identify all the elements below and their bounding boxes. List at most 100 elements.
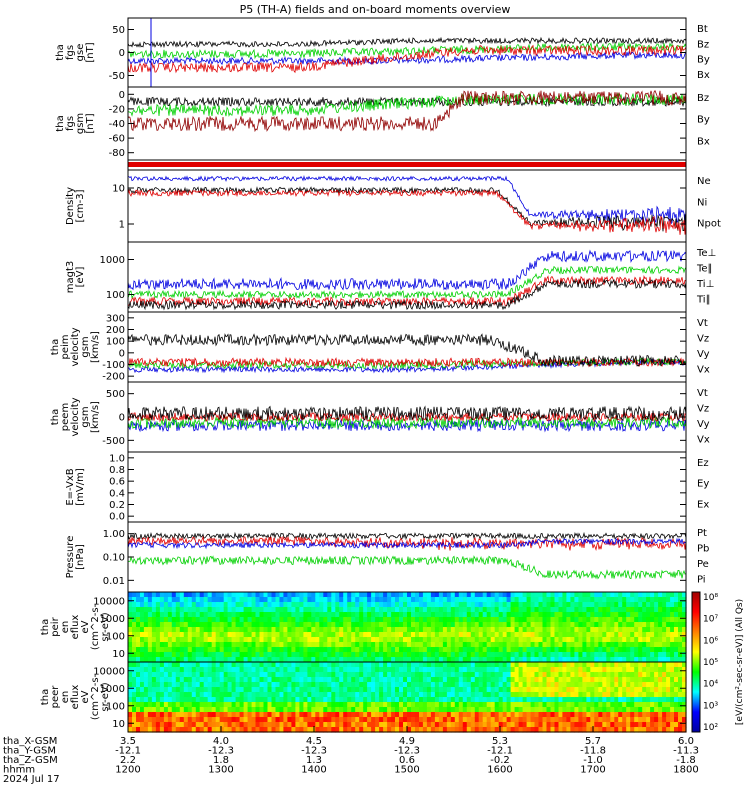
- spectrogram-cell: [642, 722, 647, 728]
- spectrogram-cell: [379, 592, 384, 598]
- spectrogram-cell: [283, 702, 288, 708]
- spectrogram-cell: [586, 642, 591, 648]
- spectrogram-cell: [187, 702, 193, 708]
- spectrogram-cell: [347, 707, 352, 713]
- spectrogram-cell: [207, 622, 213, 628]
- spectrogram-cell: [470, 677, 476, 683]
- spectrogram-cell: [438, 702, 444, 708]
- spectrogram-cell: [175, 642, 181, 648]
- legend-entry: Vz: [697, 404, 709, 415]
- spectrogram-cell: [259, 702, 265, 708]
- spectrogram-cell: [315, 727, 320, 733]
- spectrogram-cell: [422, 667, 428, 673]
- spectrogram-cell: [155, 702, 161, 708]
- spectrogram-cell: [574, 687, 579, 693]
- spectrogram-cell: [426, 612, 432, 618]
- spectrogram-cell: [526, 727, 532, 733]
- spectrogram-cell: [502, 722, 508, 728]
- legend-entry: Vt: [697, 388, 708, 399]
- spectrogram-cell: [522, 612, 528, 618]
- spectrogram-cell: [407, 612, 412, 618]
- spectrogram-cell: [514, 612, 520, 618]
- spectrogram-cell: [642, 692, 647, 698]
- spectrogram-cell: [586, 682, 591, 688]
- spectrogram-cell: [454, 682, 460, 688]
- spectrogram-cell: [147, 727, 153, 733]
- spectrogram-cell: [498, 717, 504, 723]
- spectrogram-cell: [199, 667, 205, 673]
- spectrogram-cell: [478, 592, 484, 598]
- spectrogram-cell: [279, 632, 285, 638]
- spectrogram-cell: [450, 667, 456, 673]
- spectrogram-cell: [175, 627, 181, 633]
- spectrogram-cell: [618, 687, 623, 693]
- spectrogram-cell: [136, 722, 141, 728]
- spectrogram-cell: [387, 617, 392, 623]
- spectrogram-cell: [446, 607, 452, 613]
- spectrogram-cell: [243, 707, 249, 713]
- spectrogram-cell: [219, 632, 225, 638]
- spectrogram-cell: [287, 622, 292, 628]
- spectrogram-cell: [598, 597, 603, 603]
- spectrogram-cell: [646, 602, 651, 608]
- spectrogram-cell: [167, 712, 173, 718]
- spectrogram-cell: [534, 637, 540, 643]
- spectrogram-cell: [474, 597, 480, 603]
- spectrogram-cell: [434, 707, 440, 713]
- spectrogram-cell: [574, 612, 579, 618]
- spectrogram-cell: [279, 602, 285, 608]
- spectrogram-cell: [291, 642, 296, 648]
- spectrogram-cell: [422, 712, 428, 718]
- spectrogram-cell: [339, 652, 344, 658]
- spectrogram-cell: [506, 682, 512, 688]
- spectrogram-cell: [614, 642, 619, 648]
- spectrogram-cell: [375, 702, 380, 708]
- spectrogram-cell: [283, 637, 288, 643]
- spectrogram-cell: [136, 652, 141, 658]
- spectrogram-cell: [602, 707, 607, 713]
- spectrogram-cell: [470, 702, 476, 708]
- spectrogram-cell: [654, 632, 659, 638]
- spectrogram-cell: [470, 592, 476, 598]
- spectrogram-cell: [319, 627, 324, 633]
- spectrogram-cell: [175, 662, 181, 668]
- spectrogram-cell: [155, 607, 161, 613]
- spectrogram-cell: [191, 597, 197, 603]
- ytick-label: -20: [109, 104, 125, 115]
- spectrogram-cell: [482, 592, 488, 598]
- spectrogram-cell: [594, 727, 599, 733]
- spectrogram-cell: [494, 607, 500, 613]
- spectrogram-cell: [351, 617, 356, 623]
- spectrogram-cell: [534, 727, 540, 733]
- spectrogram-cell: [399, 642, 404, 648]
- ylabel: tha: [50, 409, 61, 425]
- spectrogram-cell: [454, 707, 460, 713]
- spectrogram-cell: [602, 687, 607, 693]
- spectrogram-cell: [171, 687, 177, 693]
- spectrogram-cell: [662, 677, 667, 683]
- spectrogram-cell: [622, 627, 627, 633]
- spectrogram-cell: [339, 727, 344, 733]
- spectrogram-cell: [140, 707, 145, 713]
- spectrogram-cell: [263, 617, 269, 623]
- spectrogram-cell: [291, 647, 296, 653]
- spectrogram-cell: [594, 707, 599, 713]
- spectrogram-cell: [494, 722, 500, 728]
- spectrogram-cell: [614, 682, 619, 688]
- spectrogram-cell: [227, 632, 233, 638]
- spectrogram-cell: [486, 617, 492, 623]
- spectrogram-cell: [267, 687, 273, 693]
- spectrogram-cell: [426, 617, 432, 623]
- spectrogram-cell: [666, 727, 671, 733]
- spectrogram-cell: [359, 642, 364, 648]
- spectrogram-cell: [666, 627, 671, 633]
- spectrogram-cell: [128, 622, 133, 628]
- spectrogram-cell: [311, 662, 316, 668]
- spectrogram-cell: [271, 682, 277, 688]
- spectrogram-cell: [171, 672, 177, 678]
- spectrogram-cell: [128, 632, 133, 638]
- spectrogram-cell: [566, 687, 571, 693]
- spectrogram-cell: [339, 672, 344, 678]
- spectrogram-cell: [171, 627, 177, 633]
- spectrogram-cell: [347, 672, 352, 678]
